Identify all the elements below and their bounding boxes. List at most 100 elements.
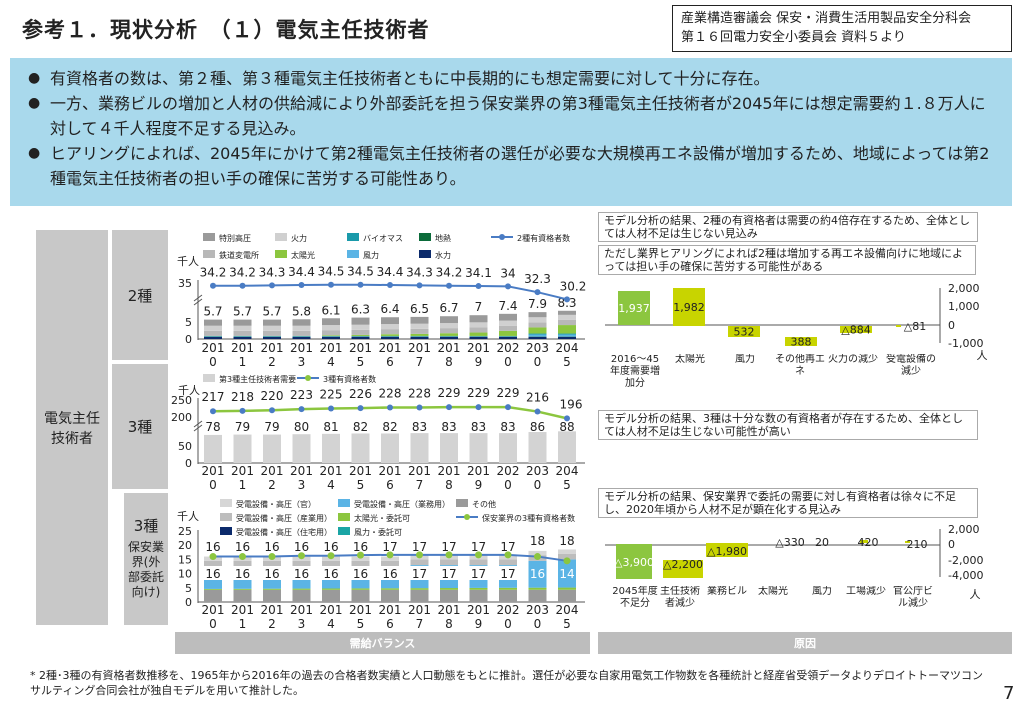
- footnote: * 2種･3種の有資格者数推移を、1965年から2016年の過去の合格者数実績と…: [30, 669, 984, 697]
- bar-segment: [528, 317, 547, 323]
- waterfall-category: 受電設備の減少: [886, 354, 936, 377]
- x-tick-year-head: 201: [438, 464, 461, 478]
- legend-swatch: [203, 233, 215, 241]
- waterfall-category: 工場減少: [846, 586, 886, 597]
- qualified-value-label: 16: [353, 540, 368, 554]
- x-tick-label: 202 0: [497, 341, 520, 369]
- bar-segment: [528, 587, 547, 590]
- source-line: 第１６回電力安全小委員会 資料５より: [681, 30, 906, 45]
- bar-segment: [440, 336, 458, 339]
- y-axis-unit: 千人: [177, 510, 199, 523]
- demand-value-label: 17: [500, 567, 515, 581]
- category-label: 2045年度不足分: [612, 586, 658, 609]
- bar-value-label: 6.1: [321, 303, 340, 317]
- bar-segment: [263, 325, 281, 331]
- qualified-value-label: 16: [294, 540, 309, 554]
- x-tick-label: 201 7: [408, 464, 431, 492]
- bar-segment: [528, 334, 547, 337]
- x-tick-year-head: 201: [231, 603, 254, 617]
- waterfall-bar: [616, 544, 652, 579]
- category-label: 風力: [735, 354, 755, 365]
- qualified-value-label: 18: [559, 534, 574, 548]
- x-tick-label: 201 6: [379, 603, 402, 631]
- x-tick-year-head: 201: [320, 464, 343, 478]
- category-label: 風力: [812, 586, 832, 597]
- bar-segment: [381, 317, 399, 325]
- y-tick-label: 0: [185, 596, 192, 609]
- legend-swatch: [203, 374, 215, 382]
- row-header-label: 3種: [127, 418, 153, 436]
- waterfall-bar: [785, 337, 817, 346]
- legend-swatch: [338, 527, 350, 535]
- x-tick-year-tail: 6: [386, 478, 394, 492]
- waterfall-category: 風力: [812, 586, 832, 597]
- bar-segment: [233, 560, 252, 567]
- x-tick-year-head: 202: [497, 464, 520, 478]
- demand-value-label: 82: [353, 420, 368, 434]
- x-tick-year-head: 203: [526, 603, 549, 617]
- demand-bar: [351, 433, 370, 463]
- qualified-value-label: 34.3: [259, 265, 286, 279]
- legend-label: 鉄道変電所: [219, 250, 259, 260]
- x-tick-label: 203 0: [526, 464, 549, 492]
- bar-segment: [233, 319, 252, 326]
- x-tick-label: 201 2: [261, 464, 284, 492]
- qualified-value-label: 216: [526, 391, 549, 405]
- bar-segment: [410, 559, 429, 566]
- x-tick-year-tail: 3: [298, 478, 306, 492]
- demand-bar: [292, 434, 311, 463]
- waterfall-bar: [673, 288, 705, 326]
- qualified-marker: [445, 551, 453, 559]
- bar-segment: [469, 587, 488, 590]
- bar-segment: [292, 588, 311, 590]
- bar-value-label: 7.4: [498, 299, 517, 313]
- waterfall-category: 2045年度不足分: [612, 586, 658, 609]
- qualified-value-label: 16: [205, 540, 220, 554]
- x-tick-label: 201 1: [231, 341, 254, 369]
- bar-segment: [204, 560, 222, 567]
- demand-value-label: 16: [294, 567, 309, 581]
- x-tick-label: 201 9: [467, 464, 490, 492]
- x-tick-year-head: 203: [526, 464, 549, 478]
- bar-segment: [499, 313, 517, 321]
- bar-segment: [322, 588, 340, 590]
- legend-swatch: [220, 513, 232, 521]
- qualified-marker: [239, 282, 246, 289]
- bar-segment: [558, 589, 576, 602]
- bar-value-label: 5.7: [233, 305, 252, 319]
- category-label: 主任技術者減少: [660, 586, 700, 609]
- x-tick-year-head: 201: [202, 341, 225, 355]
- x-tick-label: 201 9: [467, 341, 490, 369]
- qualified-value-label: 220: [261, 389, 284, 403]
- bar-segment: [381, 589, 399, 602]
- inner-label-bg: [351, 566, 370, 580]
- bar-segment: [263, 589, 281, 602]
- bar-segment: [381, 336, 399, 339]
- qualified-marker: [505, 283, 511, 290]
- waterfall-value-label: △81: [904, 320, 926, 333]
- demand-bar: [233, 434, 252, 463]
- bar-segment: [233, 330, 252, 336]
- x-tick-year-head: 201: [379, 464, 402, 478]
- demand-value-label: 16: [323, 567, 338, 581]
- legend-label: バイオマス: [363, 234, 403, 243]
- bar-segment: [351, 329, 370, 335]
- bar-value-label: 5.7: [262, 305, 281, 319]
- qualified-value-label: 223: [290, 388, 313, 402]
- bar-segment: [558, 553, 576, 560]
- legend-swatch: [338, 513, 350, 521]
- bar-segment: [469, 315, 488, 323]
- bar-segment: [410, 336, 429, 339]
- page-title: 参考１．現状分析 （１）電気主任技術者: [22, 18, 430, 42]
- qualified-marker: [475, 283, 482, 290]
- y-tick-label: 0: [948, 319, 955, 332]
- y-tick-label: 50: [178, 440, 192, 453]
- bar-segment: [322, 335, 340, 336]
- x-tick-label: 201 1: [231, 464, 254, 492]
- bar-value-label: 6.7: [439, 301, 458, 315]
- legend-label: その他: [472, 499, 496, 509]
- qualified-value-label: 226: [349, 387, 372, 401]
- x-tick-year-tail: 5: [357, 617, 365, 631]
- x-tick-year-tail: 5: [563, 478, 571, 492]
- demand-value-label: 86: [530, 420, 545, 434]
